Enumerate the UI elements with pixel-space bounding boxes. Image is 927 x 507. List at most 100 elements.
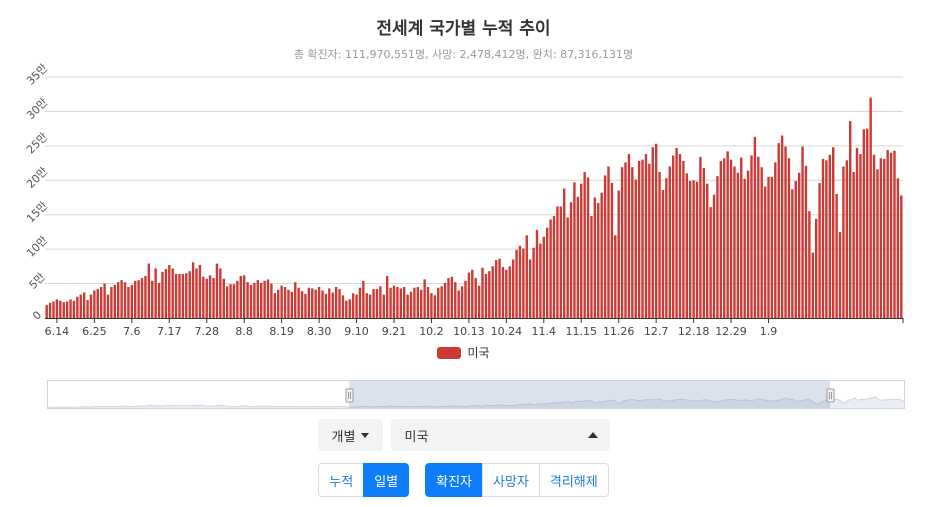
deaths-button[interactable]: 사망자 (482, 463, 540, 497)
bar (99, 287, 103, 318)
bar (706, 183, 709, 318)
daily-button[interactable]: 일별 (363, 463, 410, 497)
bar (801, 146, 804, 318)
bar (188, 271, 191, 318)
bar (726, 151, 729, 318)
legend[interactable]: 미국 (0, 344, 927, 361)
bar (396, 287, 399, 318)
bar (154, 268, 157, 318)
x-tick-label: 10.24 (491, 325, 523, 338)
bar (794, 180, 797, 318)
cumulative-button[interactable]: 누적 (318, 463, 365, 497)
bar (746, 170, 750, 318)
x-tick-label: 6.14 (45, 325, 70, 338)
bar (702, 167, 706, 318)
x-tick-label: 10.2 (419, 325, 444, 338)
bar (460, 286, 464, 318)
recovered-button[interactable]: 격리해제 (538, 463, 609, 497)
bar (842, 166, 845, 318)
bar (277, 289, 280, 318)
bar (889, 152, 893, 318)
bar (191, 262, 195, 318)
mode-dropdown-label: 개별 (331, 429, 356, 445)
bar (236, 280, 239, 318)
bar (695, 181, 699, 318)
bar (838, 231, 842, 318)
navigator-selection (349, 381, 830, 408)
y-tick-label: 0 (30, 308, 44, 322)
bar (409, 291, 413, 318)
bar (168, 264, 171, 318)
bar (403, 287, 406, 318)
bar (784, 146, 787, 318)
bar (590, 216, 593, 318)
range-navigator[interactable] (47, 380, 905, 409)
bar (454, 282, 457, 318)
bar (474, 278, 477, 318)
bar (314, 289, 317, 318)
bar (481, 267, 484, 318)
bar (651, 147, 654, 318)
bar (814, 218, 818, 318)
bar (566, 217, 569, 318)
bar (93, 290, 96, 318)
bar (147, 263, 151, 318)
bar (501, 267, 505, 318)
x-tick-label: 7.17 (157, 325, 182, 338)
bar (69, 299, 72, 318)
x-tick-label: 7.28 (194, 325, 219, 338)
bar (791, 189, 794, 318)
bar (379, 286, 382, 318)
bar (137, 280, 140, 318)
bar (59, 300, 62, 318)
confirmed-button[interactable]: 확진자 (425, 463, 483, 497)
bar (689, 180, 692, 318)
bar (464, 280, 467, 318)
bar (859, 154, 862, 318)
bar (808, 211, 811, 318)
bar (144, 275, 147, 318)
bar (515, 249, 518, 318)
bar (219, 268, 222, 318)
bar (106, 294, 110, 318)
bar (719, 161, 723, 318)
bar (729, 159, 733, 318)
bar (423, 279, 426, 318)
bar (161, 271, 164, 318)
bar (157, 282, 161, 318)
bar (260, 282, 263, 318)
bar (198, 264, 202, 318)
bar (546, 227, 549, 318)
bar (72, 300, 76, 318)
bar (375, 289, 379, 318)
bar (164, 269, 168, 318)
bar (494, 260, 498, 318)
bar (876, 169, 879, 318)
country-dropdown-label: 미국 (404, 429, 429, 445)
bar (127, 287, 130, 318)
bar (532, 247, 535, 318)
bar (134, 280, 137, 318)
bar (232, 284, 236, 318)
country-dropdown[interactable]: 미국 (390, 419, 610, 451)
bar (563, 188, 566, 318)
bar (55, 299, 59, 318)
y-tick-label: 15만 (24, 199, 50, 225)
bar (900, 195, 903, 318)
mode-dropdown[interactable]: 개별 (317, 419, 383, 451)
bar (382, 294, 385, 318)
bar (600, 192, 603, 318)
bar (467, 272, 471, 318)
x-tick-label: 7.6 (123, 325, 141, 338)
bar (491, 266, 494, 318)
bar (117, 282, 120, 318)
bar (389, 287, 392, 318)
bar-chart: 0 5만 10만 15만 20만 25만 30만 35만 6.14 6.25 7.6 7.17 7.28… (24, 61, 904, 338)
chart-subtitle: 총 확진자: 111,970,551명, 사망: 2,478,412명, 완치:… (293, 48, 634, 61)
bar (222, 278, 225, 318)
bar (539, 243, 542, 318)
bar (317, 287, 321, 318)
bar (62, 302, 65, 318)
bar (712, 194, 716, 318)
bar (48, 302, 52, 318)
